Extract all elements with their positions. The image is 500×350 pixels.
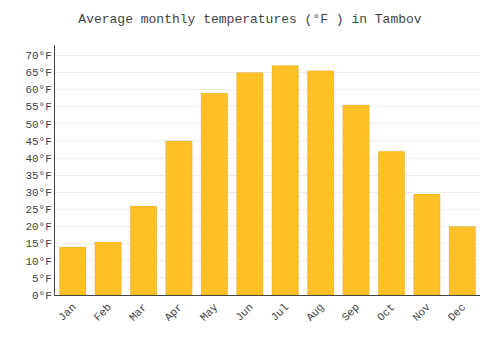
svg-text:60°F: 60°F [25, 84, 51, 96]
svg-text:65°F: 65°F [25, 67, 51, 79]
svg-text:Jan: Jan [56, 301, 78, 323]
svg-text:Jun: Jun [233, 301, 255, 323]
svg-text:Oct: Oct [375, 301, 397, 323]
svg-text:70°F: 70°F [25, 50, 51, 62]
svg-text:Average monthly temperatures (: Average monthly temperatures (°F ) in Ta… [78, 12, 421, 27]
svg-text:15°F: 15°F [25, 238, 51, 250]
svg-text:55°F: 55°F [25, 101, 51, 113]
svg-text:10°F: 10°F [25, 256, 51, 268]
svg-text:Feb: Feb [92, 301, 114, 323]
svg-text:50°F: 50°F [25, 119, 51, 131]
svg-text:20°F: 20°F [25, 221, 51, 233]
svg-text:40°F: 40°F [25, 153, 51, 165]
svg-text:May: May [198, 301, 221, 324]
svg-text:Jul: Jul [269, 301, 291, 323]
svg-text:Dec: Dec [446, 301, 468, 323]
svg-text:Sep: Sep [340, 301, 362, 323]
svg-text:0°F: 0°F [32, 290, 52, 302]
svg-text:Aug: Aug [304, 301, 326, 323]
svg-text:Mar: Mar [127, 301, 149, 323]
svg-text:35°F: 35°F [25, 170, 51, 182]
svg-text:5°F: 5°F [32, 273, 52, 285]
svg-text:Apr: Apr [162, 301, 184, 323]
svg-text:25°F: 25°F [25, 204, 51, 216]
svg-text:Nov: Nov [410, 301, 433, 324]
svg-text:45°F: 45°F [25, 136, 51, 148]
svg-text:30°F: 30°F [25, 187, 51, 199]
